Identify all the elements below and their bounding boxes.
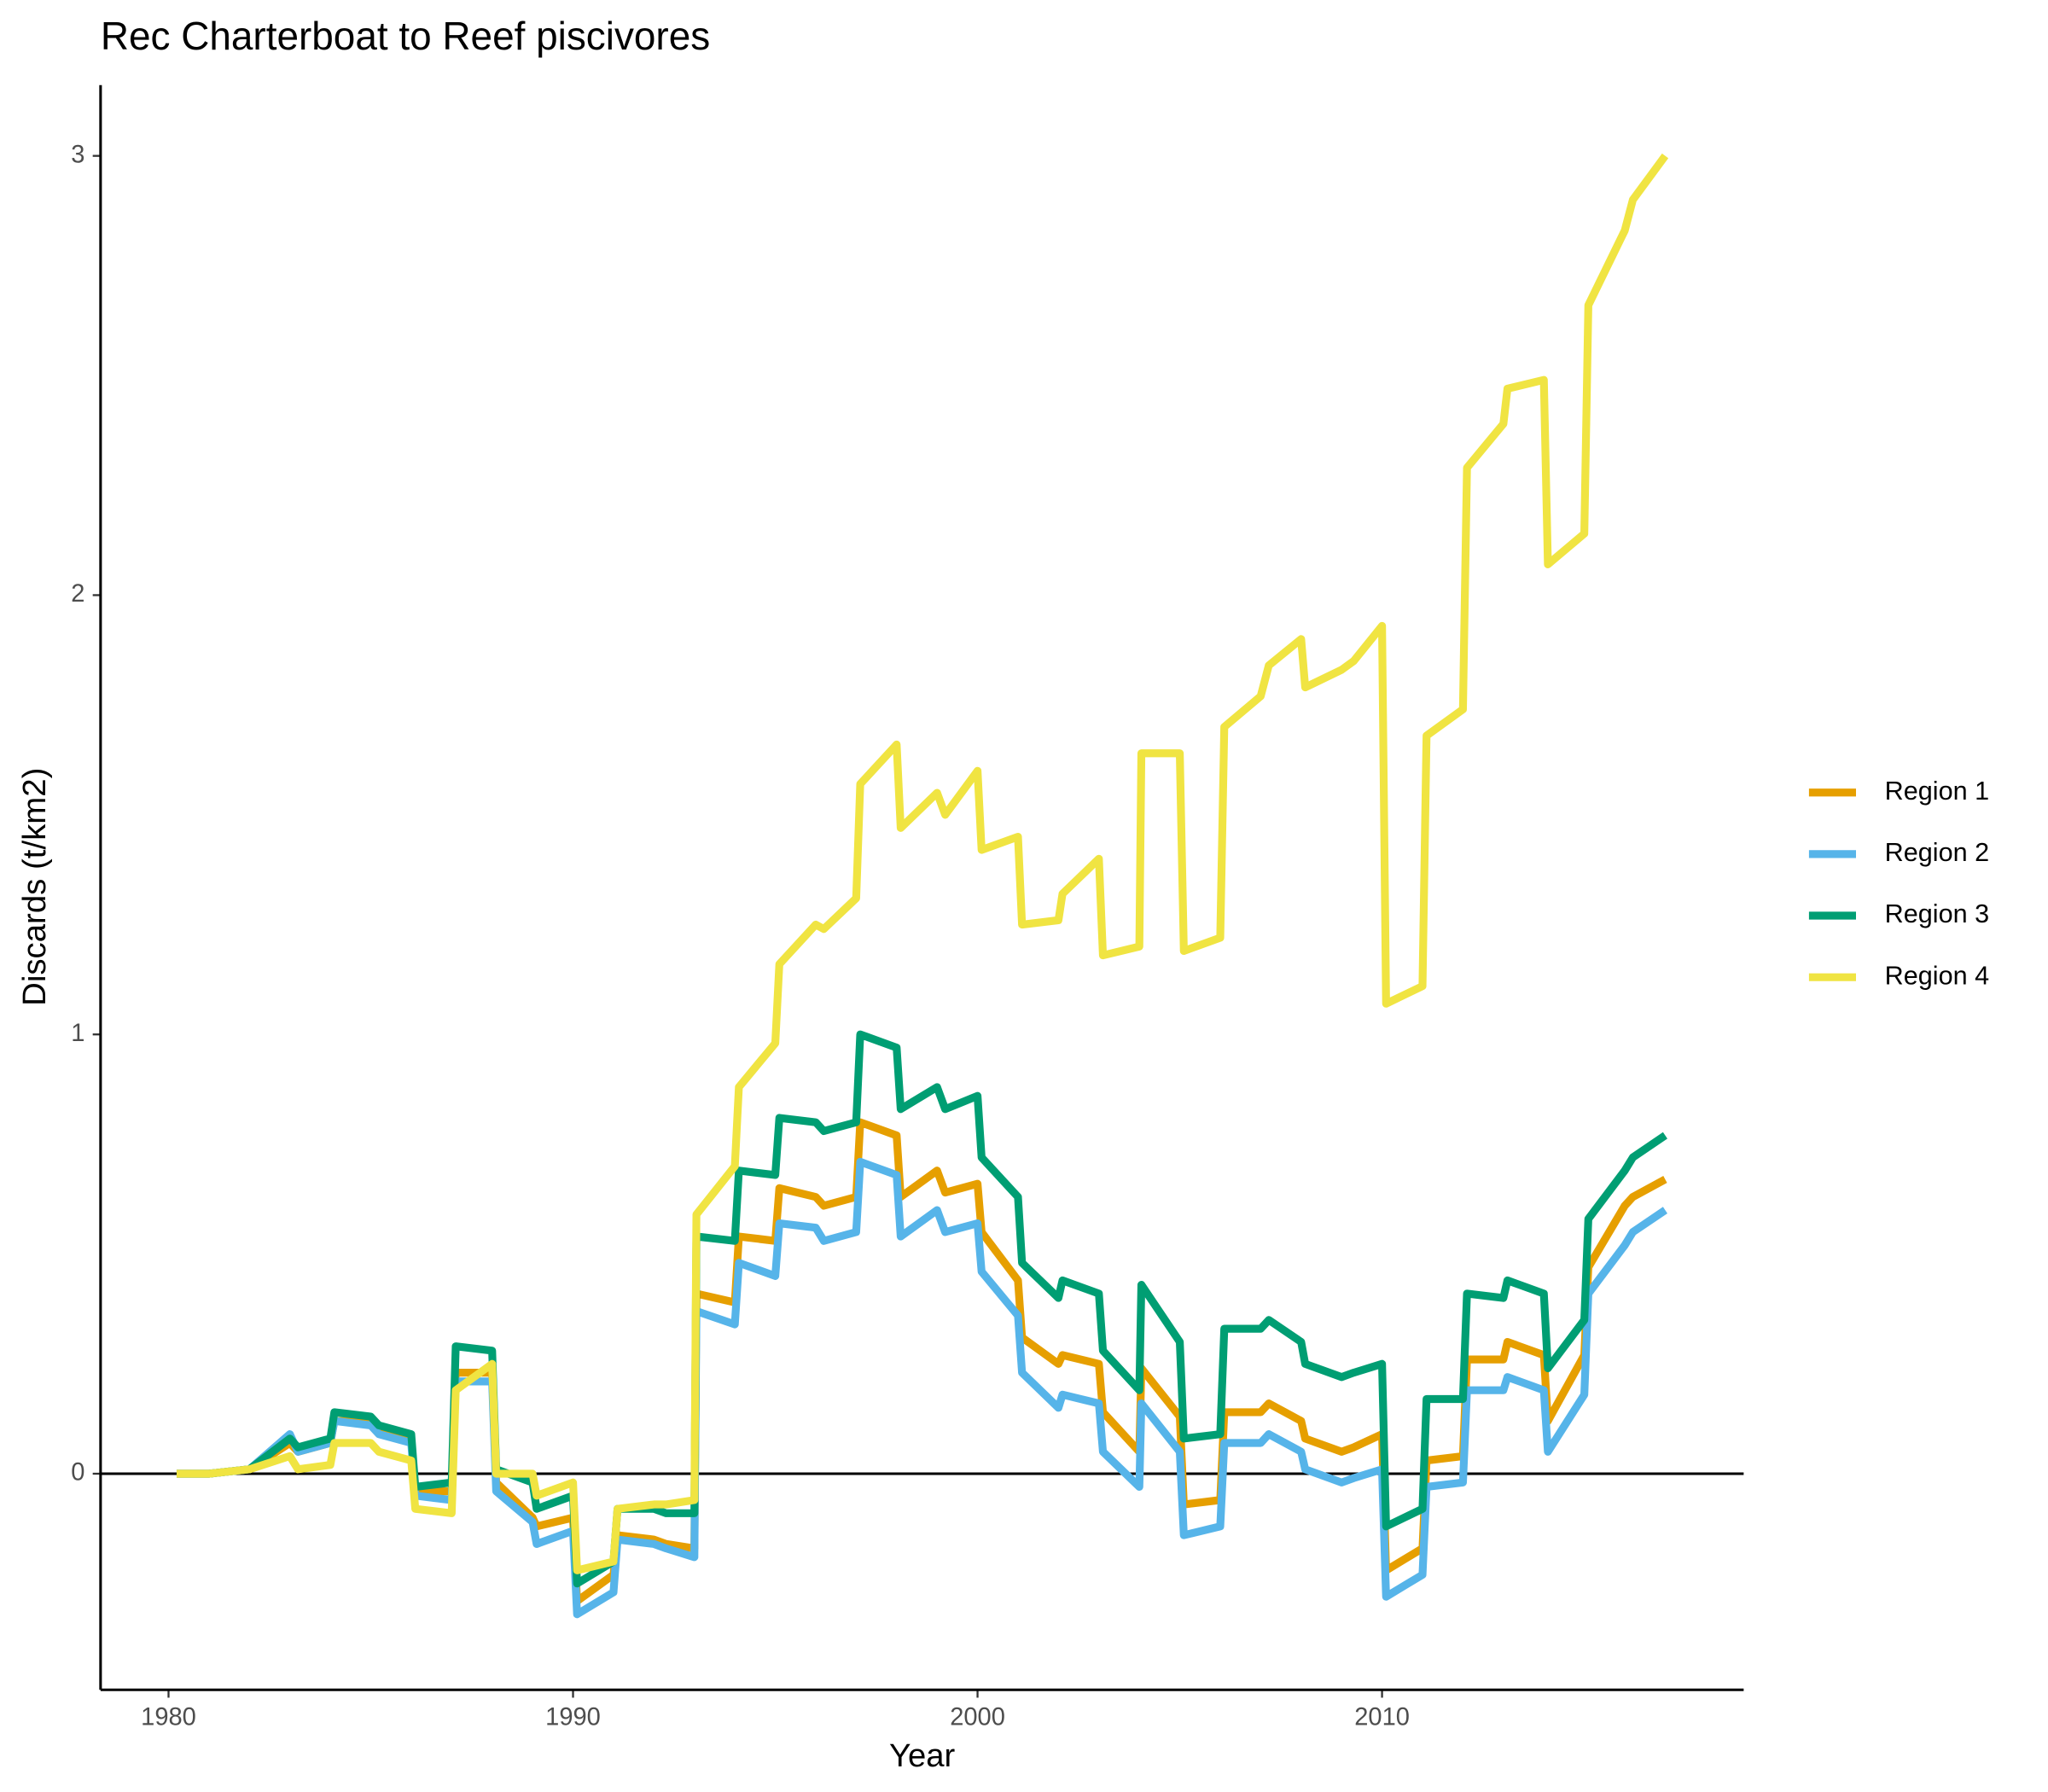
series-line <box>176 153 1669 1574</box>
series-line <box>176 1118 1667 1605</box>
y-axis-title: Discards (t/km2) <box>16 768 53 1006</box>
x-tick-label: 1990 <box>545 1704 601 1731</box>
y-tick-label: 0 <box>71 1459 84 1487</box>
legend-label: Region 4 <box>1885 961 1989 990</box>
x-tick-label: 2010 <box>1354 1704 1410 1731</box>
legend-label: Region 2 <box>1885 838 1989 867</box>
x-tick-label: 2000 <box>950 1704 1005 1731</box>
y-tick-label: 3 <box>71 141 84 168</box>
legend-label: Region 3 <box>1885 899 1989 928</box>
series-line <box>176 1157 1667 1619</box>
x-axis-title: Year <box>889 1737 956 1774</box>
chart-title: Rec Charterboat to Reef piscivores <box>101 14 710 58</box>
series-line <box>176 1030 1667 1588</box>
x-tick-label: 1980 <box>141 1704 196 1731</box>
y-tick-label: 2 <box>71 580 84 608</box>
legend-label: Region 1 <box>1885 777 1989 806</box>
y-tick-label: 1 <box>71 1020 84 1047</box>
